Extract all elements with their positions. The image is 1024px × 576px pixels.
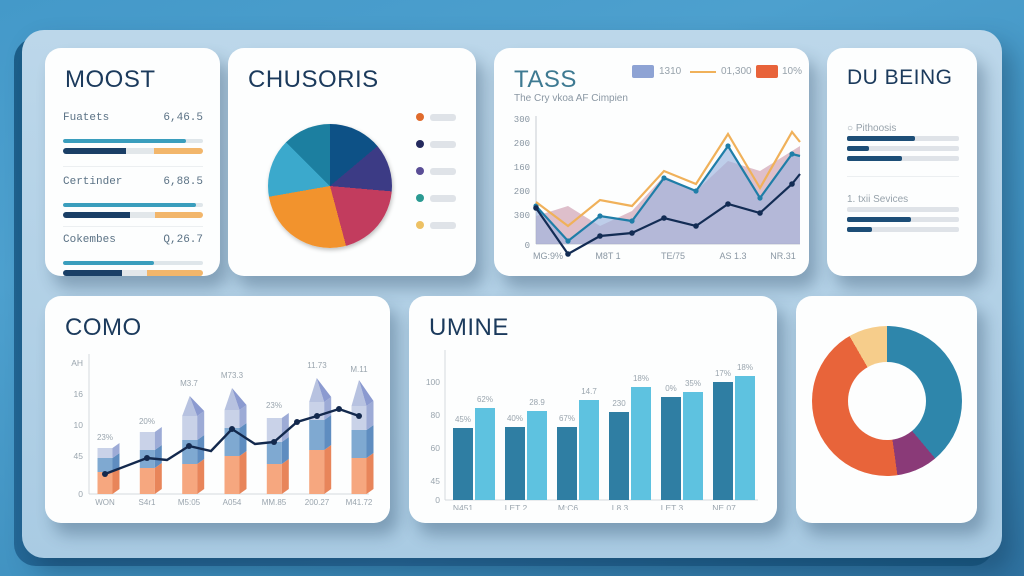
svg-text:14.7: 14.7	[581, 387, 597, 396]
svg-text:LET 2: LET 2	[505, 503, 528, 510]
svg-text:67%: 67%	[559, 414, 575, 423]
svg-text:300: 300	[514, 116, 530, 125]
svg-text:M73.3: M73.3	[221, 371, 244, 380]
svg-text:LET 3: LET 3	[661, 503, 684, 510]
svg-text:45: 45	[74, 451, 84, 461]
svg-text:45: 45	[431, 476, 441, 486]
svg-text:N451: N451	[453, 503, 474, 510]
svg-text:0: 0	[435, 495, 440, 505]
svg-text:TE/75: TE/75	[661, 251, 685, 261]
svg-text:18%: 18%	[633, 374, 649, 383]
svg-text:20%: 20%	[139, 417, 155, 426]
svg-text:M3.7: M3.7	[180, 379, 198, 388]
svg-text:M:C6: M:C6	[558, 503, 579, 510]
svg-text:40%: 40%	[507, 414, 523, 423]
svg-text:60: 60	[431, 443, 441, 453]
svg-text:AS 1.3: AS 1.3	[719, 251, 746, 261]
svg-text:18%: 18%	[737, 363, 753, 372]
svg-text:10: 10	[74, 420, 84, 430]
svg-text:S4r1: S4r1	[139, 498, 156, 507]
svg-text:200.27: 200.27	[305, 498, 330, 507]
svg-text:28.9: 28.9	[529, 398, 545, 407]
svg-text:M8T 1: M8T 1	[595, 251, 620, 261]
svg-text:M41.72: M41.72	[346, 498, 373, 507]
svg-text:45%: 45%	[455, 415, 471, 424]
svg-text:NE.07: NE.07	[712, 503, 736, 510]
svg-text:200: 200	[514, 139, 530, 149]
svg-text:100: 100	[426, 377, 440, 387]
svg-text:M5:05: M5:05	[178, 498, 201, 507]
svg-text:11.73: 11.73	[307, 361, 327, 370]
svg-text:M.11: M.11	[350, 365, 368, 374]
svg-text:62%: 62%	[477, 395, 493, 404]
svg-text:WON: WON	[95, 498, 115, 507]
svg-text:L8.3: L8.3	[612, 503, 629, 510]
svg-text:23%: 23%	[266, 401, 282, 410]
svg-text:MG:9%: MG:9%	[533, 251, 563, 261]
svg-text:200: 200	[514, 187, 530, 197]
svg-text:16: 16	[74, 389, 84, 399]
svg-text:0%: 0%	[665, 384, 677, 393]
svg-text:A054: A054	[223, 498, 242, 507]
svg-text:35%: 35%	[685, 379, 701, 388]
svg-text:0: 0	[525, 241, 530, 251]
svg-text:AH: AH	[71, 358, 83, 368]
svg-text:17%: 17%	[715, 369, 731, 378]
svg-text:MM.85: MM.85	[262, 498, 287, 507]
svg-text:80: 80	[431, 410, 441, 420]
svg-text:230: 230	[612, 399, 626, 408]
svg-text:23%: 23%	[97, 433, 113, 442]
svg-text:0: 0	[78, 489, 83, 499]
svg-text:300: 300	[514, 211, 530, 221]
svg-text:NR.31: NR.31	[770, 251, 796, 261]
svg-text:160: 160	[514, 163, 530, 173]
